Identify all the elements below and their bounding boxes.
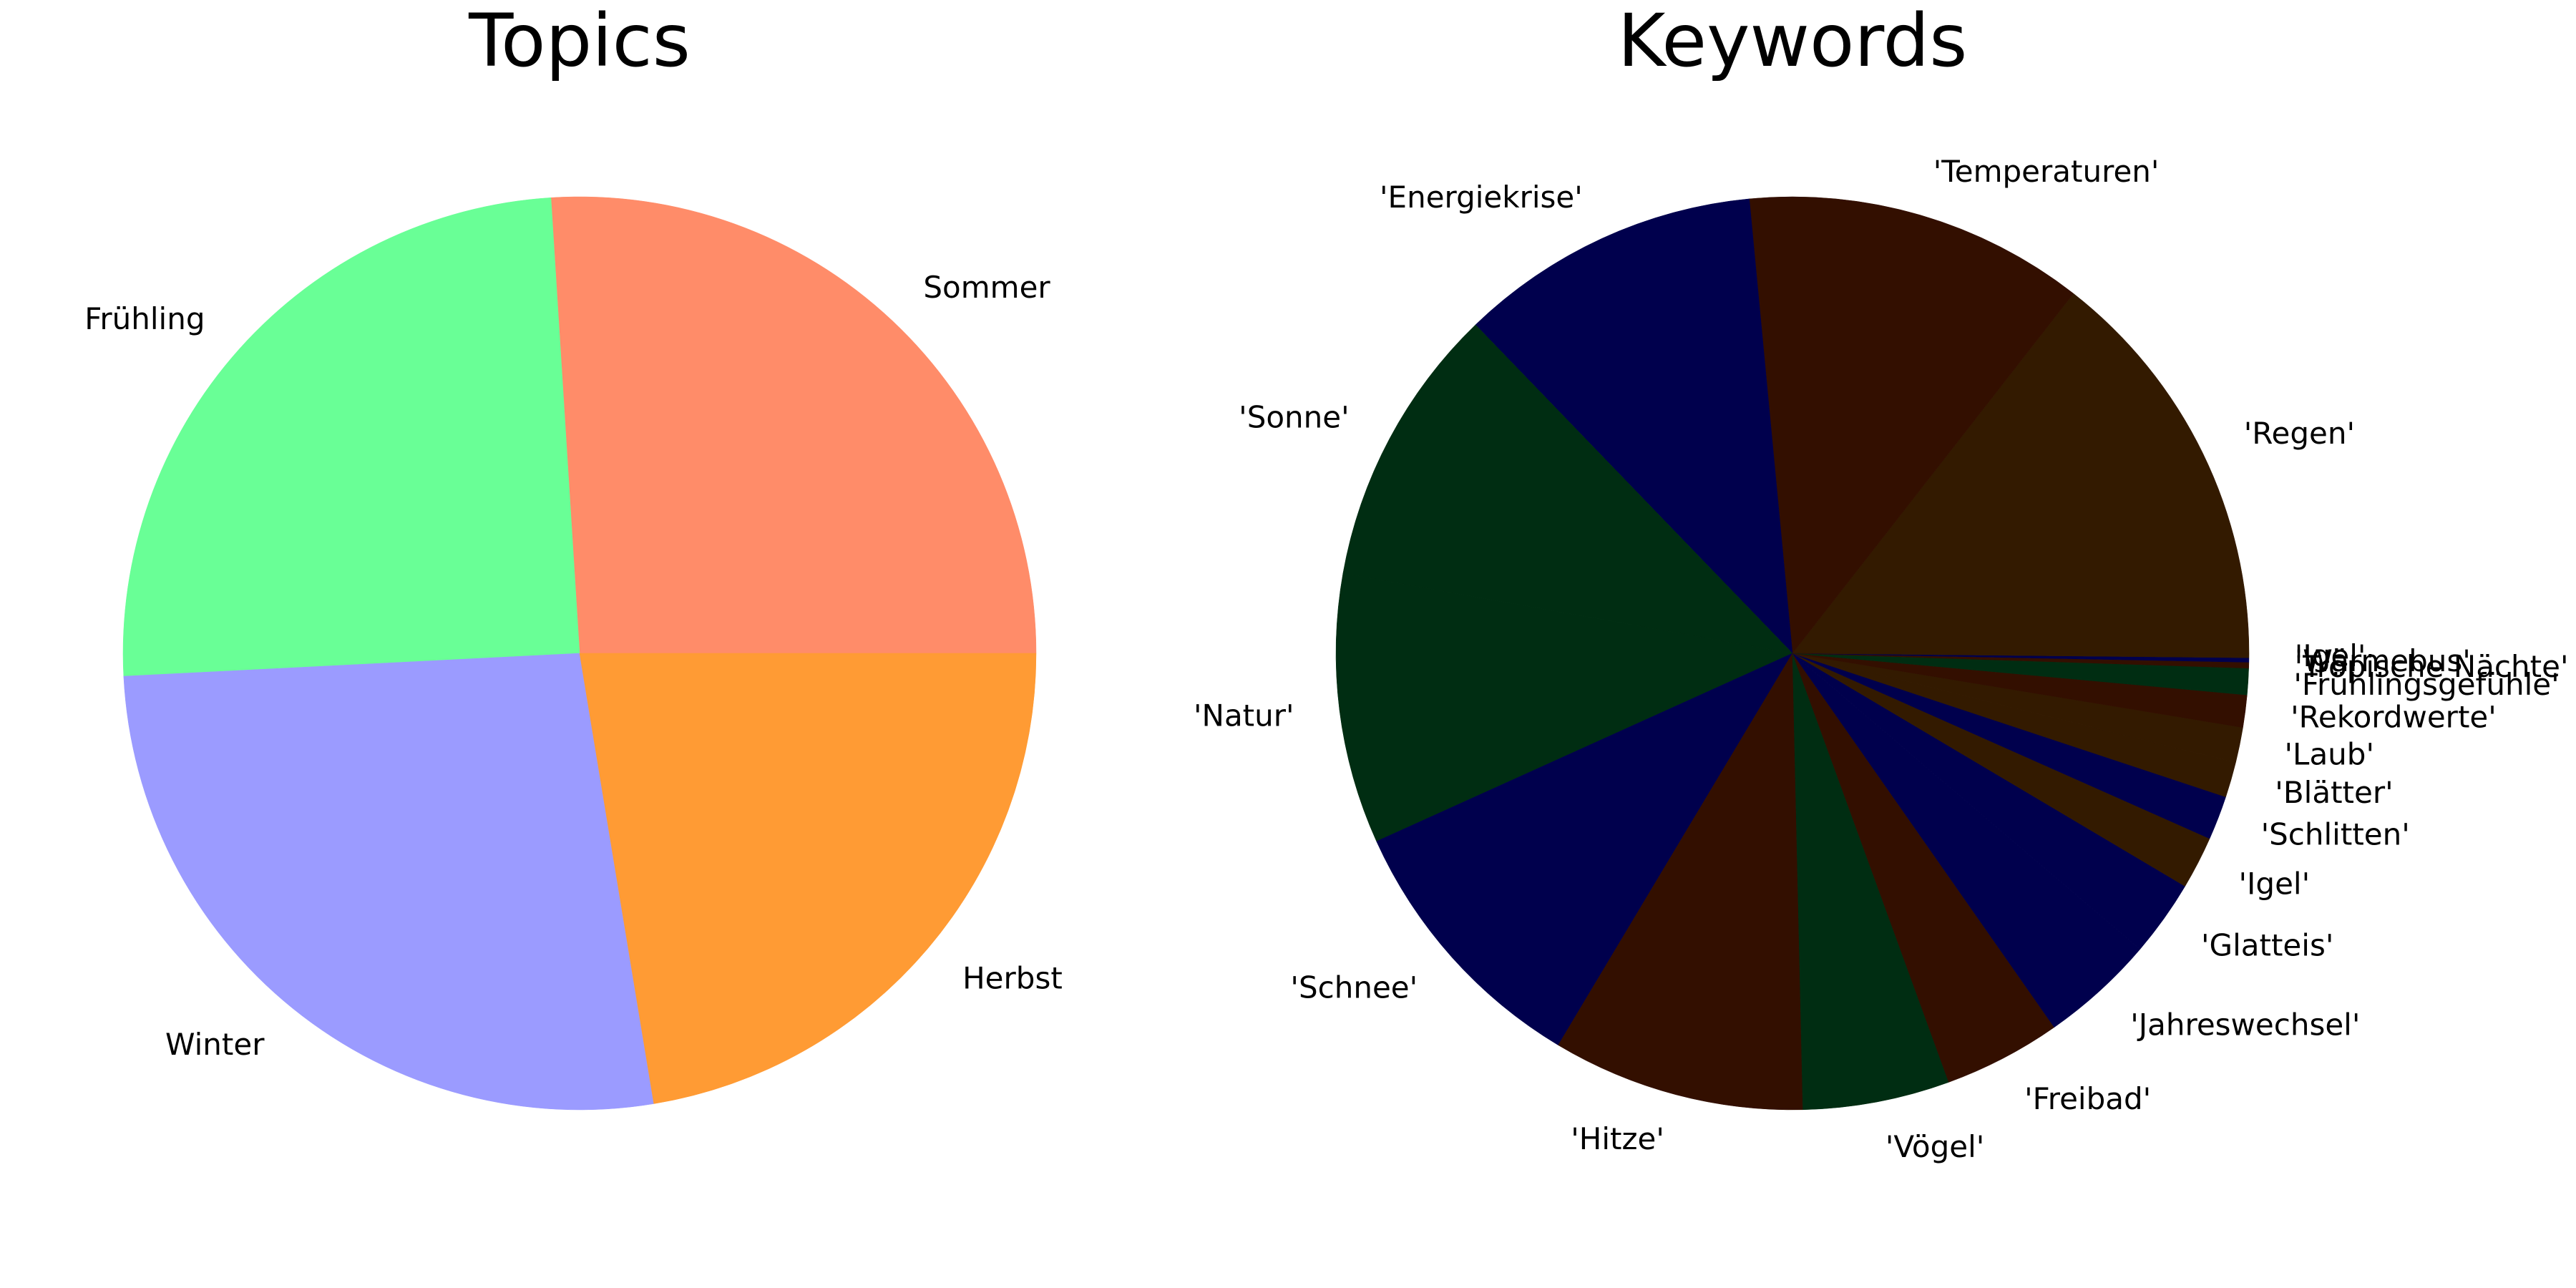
- topics-slice-winter: [123, 653, 655, 1111]
- keywords-slice-temperaturen: [1749, 196, 2074, 654]
- keywords-label-laub: 'Laub': [2285, 737, 2375, 772]
- topics-label-sommer: Sommer: [923, 270, 1050, 305]
- topics-label-winter: Winter: [165, 1027, 265, 1062]
- topics-labels: Sommer Frühling Winter Herbst: [84, 270, 1063, 1062]
- keywords-slice-regen: [1792, 293, 2250, 654]
- keywords-label-sonne: 'Sonne': [1239, 399, 1350, 434]
- keywords-label-rekordwerte: 'Rekordwerte': [2290, 700, 2497, 735]
- topics-slice-herbst: [579, 653, 1037, 1104]
- keywords-label-energiekrise: 'Energiekrise': [1380, 180, 1583, 215]
- keywords-label-tropische-naechte: 'Tropische Nächte': [2295, 649, 2569, 684]
- keywords-label-igel: 'Igel': [2239, 867, 2311, 902]
- keywords-chart: Keywords 'Regen' 'Temperaturen' 'Energiekr…: [1194, 0, 2569, 1164]
- keywords-label-blaetter: 'Blätter': [2275, 775, 2393, 810]
- keywords-label-glatteis: 'Glatteis': [2201, 928, 2333, 963]
- topics-label-fruehling: Frühling: [84, 301, 205, 336]
- topics-slices: [122, 196, 1037, 1111]
- topics-label-herbst: Herbst: [962, 961, 1063, 996]
- keywords-label-hitze: 'Hitze': [1571, 1121, 1664, 1156]
- keywords-title: Keywords: [1618, 0, 1968, 84]
- keywords-label-temperaturen: 'Temperaturen': [1933, 154, 2160, 189]
- keywords-slice-schnee: [1376, 653, 1793, 1045]
- keywords-slice-igel: [1792, 653, 2250, 658]
- keywords-slice-voegel: [1792, 653, 1949, 1111]
- keywords-label-waermebus: 'Wärmebus': [2295, 643, 2471, 678]
- topics-slice-sommer: [550, 196, 1037, 654]
- topics-chart: Topics Sommer Frühling Winter Herbst: [84, 0, 1063, 1111]
- keywords-label-schnee: 'Schnee': [1290, 970, 1418, 1005]
- keywords-label-voegel: 'Vögel': [1885, 1129, 1984, 1164]
- keywords-label-schlitten: 'Schlitten': [2261, 817, 2410, 852]
- keywords-label-igel: 'Igel': [2295, 638, 2366, 673]
- keywords-labels: 'Regen' 'Temperaturen' 'Energiekrise' 'Sonn…: [1194, 154, 2569, 1164]
- keywords-slices: [1335, 196, 2250, 1111]
- keywords-slice-natur: [1335, 572, 1793, 842]
- keywords-label-regen: 'Regen': [2244, 416, 2355, 451]
- topics-slice-fruehling: [122, 197, 580, 677]
- topics-title: Topics: [468, 0, 691, 84]
- keywords-slice-energiekrise: [1475, 198, 1793, 654]
- keywords-slice-sonne: [1342, 324, 1793, 654]
- keywords-label-freibad: 'Freibad': [2024, 1081, 2151, 1116]
- keywords-label-fruehlingsgefuehle: 'Frühlingsgefühle': [2293, 667, 2559, 702]
- keywords-label-jahreswechsel: 'Jahreswechsel': [2130, 1008, 2360, 1043]
- keywords-label-natur: 'Natur': [1194, 698, 1294, 733]
- keywords-slice-hitze: [1558, 653, 1803, 1111]
